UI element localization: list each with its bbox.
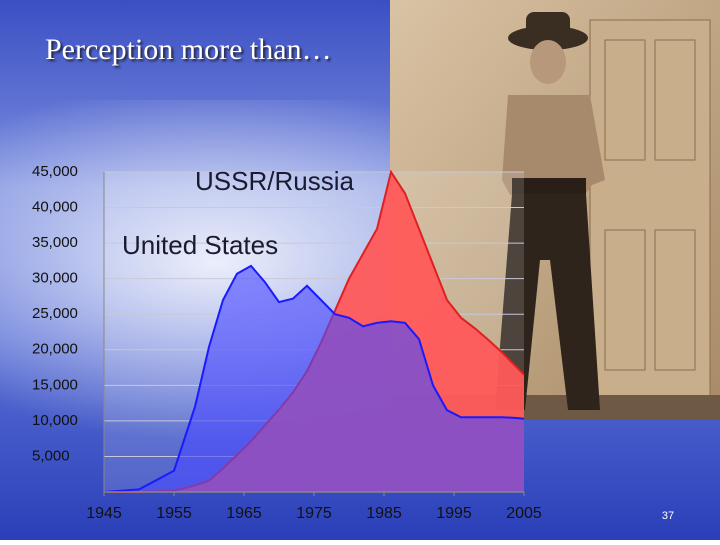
y-tick-label: 25,000 — [32, 305, 78, 322]
area — [104, 265, 524, 492]
door — [589, 19, 711, 401]
trousers — [495, 194, 600, 410]
y-tick-label: 30,000 — [32, 270, 78, 287]
x-tick-label: 1985 — [366, 505, 402, 522]
shirt — [502, 95, 605, 195]
area-line — [103, 264, 525, 493]
y-tick-label: 15,000 — [32, 376, 78, 393]
photo — [390, 0, 720, 420]
y-tick-label: 5,000 — [32, 447, 70, 464]
slide-title: Perception more than… — [45, 33, 332, 66]
hat-crown — [526, 12, 570, 40]
door-panel — [654, 229, 696, 371]
series-label: United States — [122, 230, 278, 260]
x-tick-label: 1995 — [436, 505, 472, 522]
x-tick-label: 1975 — [296, 505, 332, 522]
y-tick-label: 40,000 — [32, 199, 78, 216]
slide-number: 37 — [662, 510, 674, 522]
series-label: USSR/Russia — [195, 166, 354, 196]
y-tick-label: 45,000 — [32, 163, 78, 180]
belt — [512, 178, 586, 194]
face — [530, 40, 566, 84]
door-panel — [654, 39, 696, 161]
x-tick-label: 1955 — [156, 505, 192, 522]
y-tick-label: 35,000 — [32, 234, 78, 251]
y-tick-label: 20,000 — [32, 341, 78, 358]
y-tick-label: 10,000 — [32, 412, 78, 429]
door-panel — [604, 39, 646, 161]
chart: 5,000 10,000 15,000 20,000 25,000 30,000 35,00… — [32, 163, 542, 522]
x-tick-label: 2005 — [506, 505, 542, 522]
x-tick-label: 1965 — [226, 505, 262, 522]
x-tick-label: 1945 — [86, 505, 122, 522]
door-panel — [604, 229, 646, 371]
